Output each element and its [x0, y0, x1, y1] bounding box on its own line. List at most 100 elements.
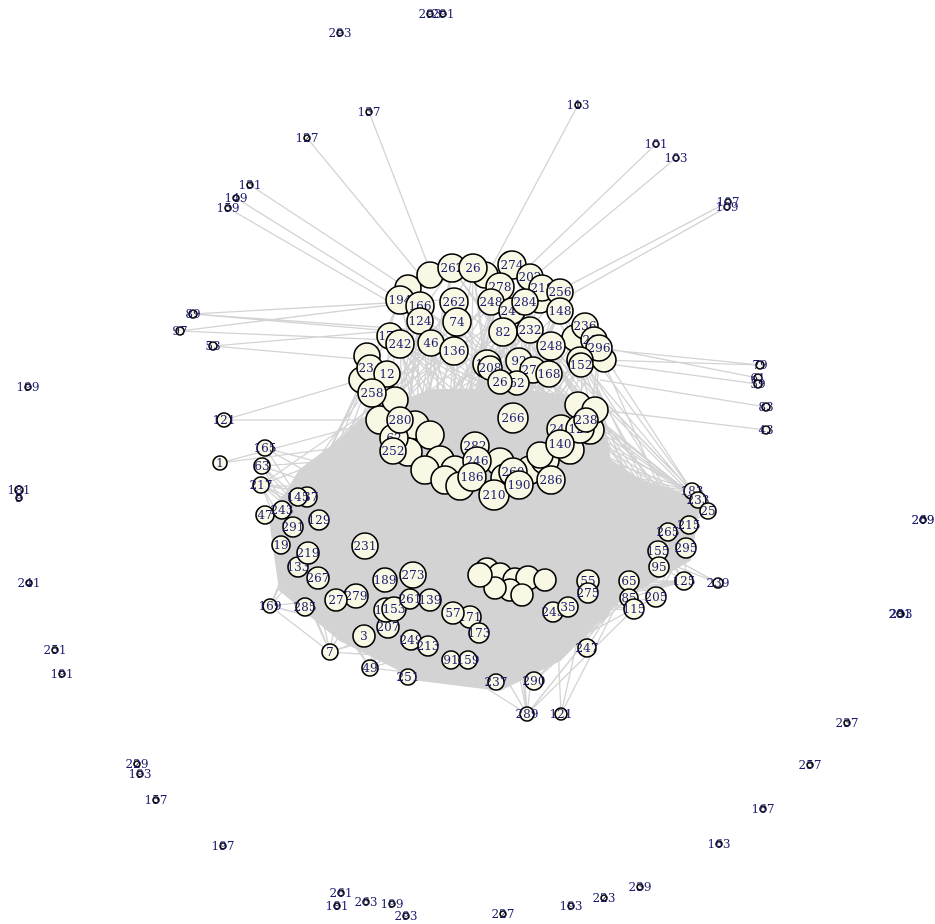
node-b53[interactable]: 238 [573, 407, 599, 433]
node-c19[interactable]: 290 [523, 671, 546, 691]
node-b40[interactable]: 266 [497, 402, 529, 434]
node-a37[interactable]: 263 [355, 895, 378, 909]
node-a48[interactable]: 237 [836, 716, 859, 730]
node-a39[interactable]: 181 [326, 899, 349, 913]
node-a23[interactable]: 121 [213, 412, 236, 428]
node-c12[interactable]: 115 [623, 598, 646, 620]
node-a41[interactable]: 227 [492, 907, 515, 921]
node-c10[interactable]: 125 [673, 571, 696, 591]
node-c3[interactable]: 25 [699, 502, 717, 520]
node-c39[interactable]: 273 [399, 561, 427, 589]
node-a36[interactable]: 261 [330, 886, 353, 900]
node-a5[interactable]: 113 [567, 98, 590, 112]
node-a10[interactable]: 149 [225, 191, 248, 205]
node-b35[interactable]: 26 [487, 369, 513, 395]
node-c30[interactable]: 249 [400, 629, 423, 651]
node-c49[interactable]: 291 [282, 516, 305, 538]
node-c25[interactable]: 7 [321, 643, 339, 661]
node-c45[interactable]: 267 [306, 566, 330, 590]
node-a50[interactable]: 269 [912, 513, 935, 527]
node-a9[interactable]: 131 [239, 178, 262, 192]
node-b38[interactable]: 258 [357, 378, 387, 408]
node-b11[interactable]: 248 [477, 288, 505, 316]
node-a49[interactable]: 281 [889, 607, 912, 621]
node-c18[interactable]: 247 [576, 638, 599, 658]
node-b19[interactable]: 232 [516, 316, 544, 344]
node-c42[interactable]: 279 [343, 583, 369, 609]
node-a38[interactable]: 199 [381, 897, 404, 911]
node-b13[interactable]: 284 [511, 288, 539, 316]
node-c24[interactable]: 49 [361, 659, 379, 677]
node-a35[interactable]: 197 [212, 839, 235, 853]
node-b41[interactable]: 280 [386, 406, 414, 434]
node-c15[interactable]: 275 [577, 582, 600, 604]
node-c23[interactable]: 251 [397, 668, 420, 686]
node-a8[interactable]: 103 [665, 151, 688, 165]
node-a32[interactable]: 229 [126, 757, 149, 771]
node-c53[interactable]: 169 [259, 598, 282, 614]
node-c13[interactable]: 205 [645, 586, 668, 608]
node-c37[interactable]: 139 [418, 588, 442, 612]
node-a46[interactable]: 167 [752, 802, 775, 816]
node-b17[interactable]: 74 [442, 307, 472, 337]
node-c50[interactable]: 129 [308, 509, 331, 531]
node-b33[interactable]: 168 [535, 360, 563, 388]
node-a17[interactable]: 199 [17, 380, 40, 394]
node-a13[interactable]: 109 [716, 200, 739, 214]
node-c36[interactable]: 57 [441, 601, 465, 625]
node-a40[interactable]: 293 [395, 909, 418, 923]
node-b37[interactable]: 12 [373, 360, 401, 388]
node-a27[interactable]: 181 [8, 483, 31, 497]
node-c21[interactable]: 237 [485, 673, 508, 691]
node-c7[interactable]: 155 [647, 540, 670, 562]
node-c55[interactable]: 63 [253, 457, 271, 475]
node-b28[interactable]: 152 [568, 352, 594, 378]
node-a7[interactable]: 101 [645, 137, 668, 151]
node-b24[interactable]: 248 [536, 331, 566, 361]
node-b49[interactable]: 286 [536, 465, 566, 495]
node-a28[interactable]: 9 [15, 491, 23, 505]
node-c54[interactable]: 217 [250, 476, 273, 494]
node-a34[interactable]: 157 [145, 793, 168, 807]
node-a20[interactable]: 59 [750, 377, 765, 391]
node-b23[interactable]: 136 [439, 336, 469, 366]
node-c5[interactable]: 215 [678, 515, 701, 535]
node-a29[interactable]: 241 [18, 576, 41, 590]
node-b2[interactable]: 26 [458, 253, 488, 283]
node-a30[interactable]: 251 [44, 643, 67, 657]
node-a6[interactable]: 127 [296, 131, 319, 145]
node-a43[interactable]: 223 [593, 891, 616, 905]
node-c22[interactable]: 121 [550, 707, 573, 721]
node-a1[interactable]: 293 [419, 7, 442, 21]
node-b22[interactable]: 46 [417, 329, 445, 357]
node-b45[interactable]: 186 [457, 462, 487, 492]
node-c31[interactable]: 213 [417, 635, 440, 657]
node-b48[interactable]: 190 [504, 470, 534, 500]
node-c38[interactable]: 261 [399, 588, 422, 610]
node-a21[interactable]: 83 [758, 400, 773, 414]
node-a45[interactable]: 163 [708, 837, 731, 851]
node-a2[interactable]: 291 [432, 7, 455, 21]
node-c41[interactable]: 189 [372, 567, 398, 593]
node-a22[interactable]: 43 [758, 423, 773, 437]
node-b16[interactable]: 124 [406, 307, 434, 335]
node-a18[interactable]: 79 [752, 358, 767, 372]
node-b42[interactable]: 252 [379, 437, 407, 465]
node-b18[interactable]: 82 [488, 317, 518, 347]
node-c44[interactable]: 285 [294, 597, 317, 617]
node-a16[interactable]: 53 [205, 339, 220, 353]
node-a42[interactable]: 193 [560, 899, 583, 913]
node-c20[interactable]: 289 [516, 706, 539, 722]
node-c58[interactable]: 165 [254, 439, 277, 457]
node-a51[interactable]: 239 [707, 576, 730, 590]
node-c9[interactable]: 65 [618, 570, 640, 592]
node-c57[interactable]: 145 [287, 487, 310, 507]
node-b14[interactable]: 148 [546, 297, 574, 325]
node-c56[interactable]: 243 [271, 500, 294, 520]
node-c32[interactable]: 91 [441, 650, 461, 670]
node-a24[interactable]: 1 [212, 455, 228, 471]
node-c4[interactable]: 265 [657, 522, 680, 542]
node-a47[interactable]: 257 [799, 758, 822, 772]
node-c26[interactable]: 3 [352, 624, 376, 648]
node-c6[interactable]: 295 [675, 537, 698, 559]
